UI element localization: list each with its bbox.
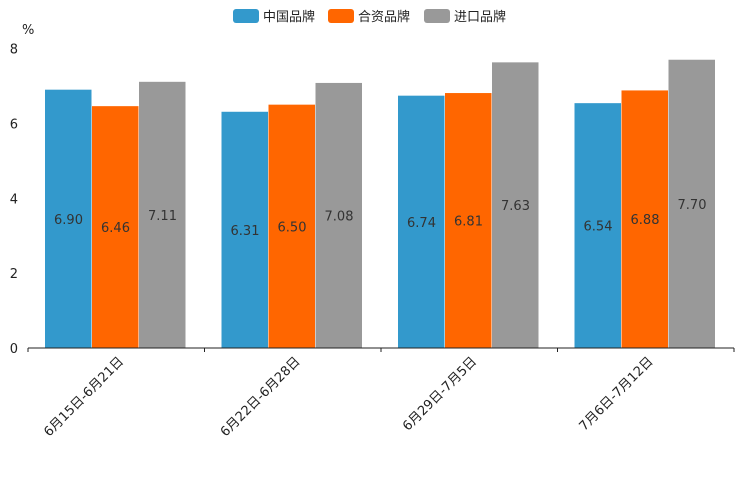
- y-axis-ticks: 0 2 4 6 8: [10, 43, 18, 358]
- legend-label: 进口品牌: [454, 9, 506, 25]
- data-label: 6.81: [454, 215, 483, 230]
- bar: [139, 81, 186, 349]
- bar: [492, 62, 539, 349]
- x-axis-ticks: 6月15日-6月21日 6月22日-6月28日 6月29日-7月5日 7月6日-7月1…: [27, 348, 735, 440]
- data-label: 7.63: [501, 199, 530, 214]
- bar: [398, 95, 445, 348]
- bar: [268, 104, 315, 348]
- bar: [221, 111, 268, 348]
- data-label: 7.70: [678, 198, 707, 213]
- bar: [621, 90, 668, 349]
- value-labels: 6.90 6.46 7.11 6.31 6.50 7.08 6.74 6.81 7.63 6.54…: [54, 198, 706, 239]
- legend-swatch: [233, 9, 259, 23]
- legend-swatch: [328, 9, 354, 23]
- bar: [445, 93, 492, 348]
- legend-label: 中国品牌: [263, 9, 315, 25]
- data-label: 6.88: [631, 213, 660, 228]
- y-tick-label: 6: [10, 117, 18, 132]
- legend-label: 合资品牌: [358, 9, 410, 25]
- data-label: 6.46: [101, 221, 130, 236]
- x-tick-label: 7月6日-7月12日: [577, 354, 657, 434]
- y-tick-label: 8: [10, 43, 18, 58]
- legend-swatch: [424, 9, 450, 23]
- data-label: 6.50: [278, 220, 307, 235]
- bar: [668, 59, 715, 348]
- bar: [574, 103, 621, 348]
- bar: [45, 89, 92, 349]
- data-label: 7.08: [325, 209, 354, 224]
- x-tick-label: 6月29日-7月5日: [400, 354, 480, 434]
- data-label: 7.11: [148, 209, 177, 224]
- data-label: 6.90: [54, 213, 83, 228]
- bars: [45, 59, 715, 349]
- data-label: 6.54: [584, 220, 613, 235]
- data-label: 6.74: [407, 216, 436, 231]
- y-tick-label: 0: [10, 342, 18, 357]
- data-label: 6.31: [231, 224, 260, 239]
- bar: [315, 82, 362, 348]
- legend: 中国品牌 合资品牌 进口品牌: [233, 9, 506, 25]
- y-tick-label: 4: [10, 192, 18, 207]
- x-tick-label: 6月15日-6月21日: [41, 354, 127, 440]
- y-axis-unit-label: %: [22, 23, 34, 38]
- bar: [92, 106, 139, 348]
- x-tick-label: 6月22日-6月28日: [218, 354, 304, 440]
- y-tick-label: 2: [10, 267, 18, 282]
